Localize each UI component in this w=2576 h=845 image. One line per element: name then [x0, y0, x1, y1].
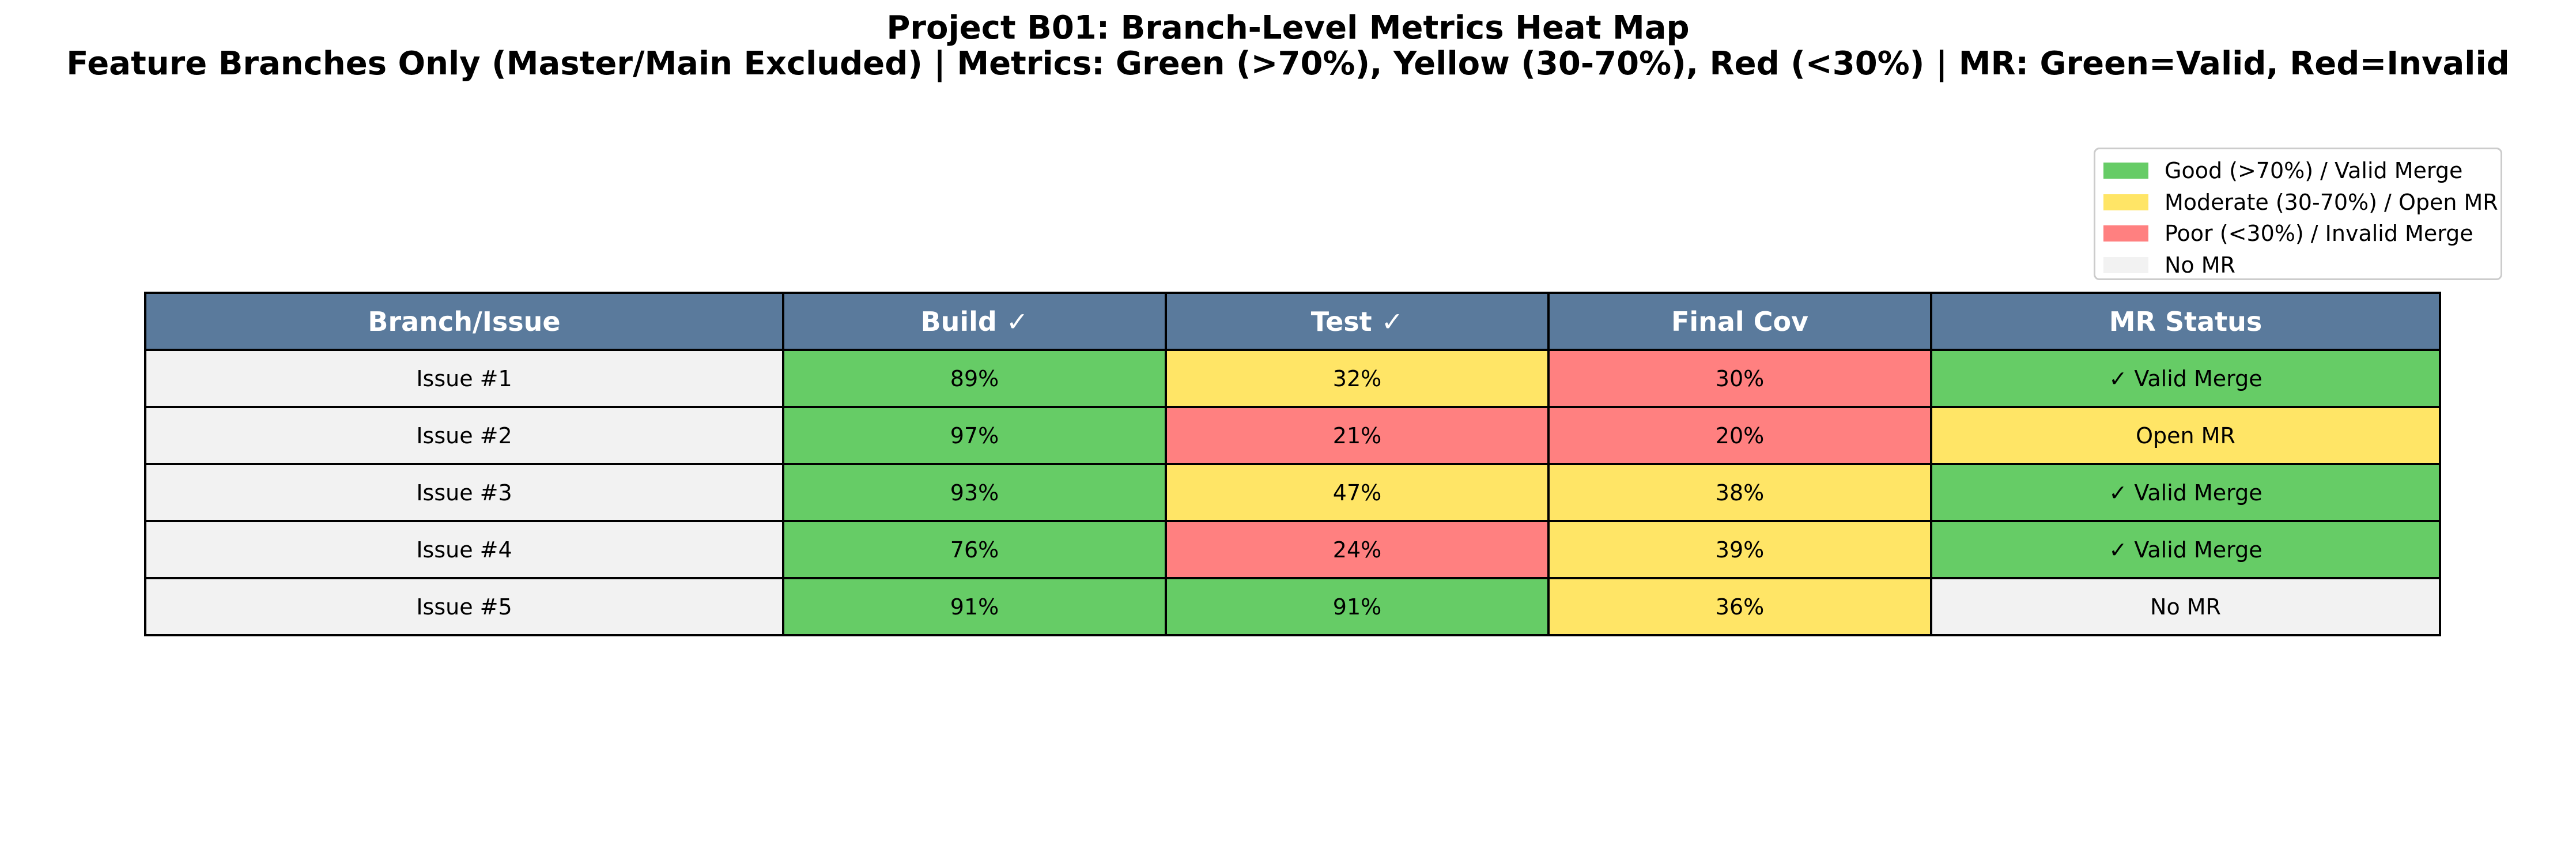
header-branch-issue: Branch/Issue [144, 292, 784, 351]
cell-build: 91% [782, 577, 1167, 636]
metrics-heat-table: Branch/Issue Build ✓ Test ✓ Final Cov MR… [144, 292, 2441, 636]
cell-final-cov: 38% [1547, 463, 1932, 522]
legend-item-moderate: Moderate (30-70%) / Open MR [2103, 187, 2501, 218]
cell-build: 76% [782, 520, 1167, 579]
legend-swatch-no-mr [2103, 256, 2148, 273]
cell-branch: Issue #1 [144, 349, 784, 408]
legend-label-moderate: Moderate (30-70%) / Open MR [2165, 189, 2498, 215]
cell-mr-status: ✓ Valid Merge [1930, 520, 2441, 579]
header-test: Test ✓ [1165, 292, 1550, 351]
header-build: Build ✓ [782, 292, 1167, 351]
cell-branch: Issue #2 [144, 406, 784, 465]
header-row: Branch/Issue Build ✓ Test ✓ Final Cov MR… [144, 292, 2441, 351]
cell-mr-status: Open MR [1930, 406, 2441, 465]
legend-label-poor: Poor (<30%) / Invalid Merge [2165, 221, 2473, 247]
legend-swatch-poor [2103, 225, 2148, 242]
cell-final-cov: 20% [1547, 406, 1932, 465]
cell-branch: Issue #5 [144, 577, 784, 636]
cell-test: 91% [1165, 577, 1550, 636]
header-final-cov: Final Cov [1547, 292, 1932, 351]
table-row: Issue #3 93% 47% 38% ✓ Valid Merge [144, 463, 2441, 522]
cell-branch: Issue #4 [144, 520, 784, 579]
legend-item-poor: Poor (<30%) / Invalid Merge [2103, 218, 2501, 250]
cell-test: 32% [1165, 349, 1550, 408]
cell-test: 21% [1165, 406, 1550, 465]
legend-item-no-mr: No MR [2103, 250, 2501, 281]
table-row: Issue #4 76% 24% 39% ✓ Valid Merge [144, 520, 2441, 579]
cell-mr-status: No MR [1930, 577, 2441, 636]
cell-final-cov: 39% [1547, 520, 1932, 579]
chart-title-block: Project B01: Branch-Level Metrics Heat M… [0, 10, 2576, 82]
chart-subtitle: Feature Branches Only (Master/Main Exclu… [66, 45, 2510, 82]
legend-swatch-good [2103, 163, 2148, 179]
legend-label-good: Good (>70%) / Valid Merge [2165, 158, 2463, 184]
legend-label-no-mr: No MR [2165, 252, 2235, 278]
cell-build: 89% [782, 349, 1167, 408]
cell-build: 93% [782, 463, 1167, 522]
table-row: Issue #2 97% 21% 20% Open MR [144, 406, 2441, 465]
cell-final-cov: 36% [1547, 577, 1932, 636]
cell-test: 24% [1165, 520, 1550, 579]
table-row: Issue #1 89% 32% 30% ✓ Valid Merge [144, 349, 2441, 408]
legend: Good (>70%) / Valid Merge Moderate (30-7… [2094, 148, 2502, 280]
legend-swatch-moderate [2103, 194, 2148, 210]
header-mr-status: MR Status [1930, 292, 2441, 351]
cell-final-cov: 30% [1547, 349, 1932, 408]
legend-item-good: Good (>70%) / Valid Merge [2103, 155, 2501, 187]
cell-build: 97% [782, 406, 1167, 465]
cell-branch: Issue #3 [144, 463, 784, 522]
cell-mr-status: ✓ Valid Merge [1930, 349, 2441, 408]
table-row: Issue #5 91% 91% 36% No MR [144, 577, 2441, 636]
cell-test: 47% [1165, 463, 1550, 522]
chart-title: Project B01: Branch-Level Metrics Heat M… [886, 9, 1690, 47]
cell-mr-status: ✓ Valid Merge [1930, 463, 2441, 522]
